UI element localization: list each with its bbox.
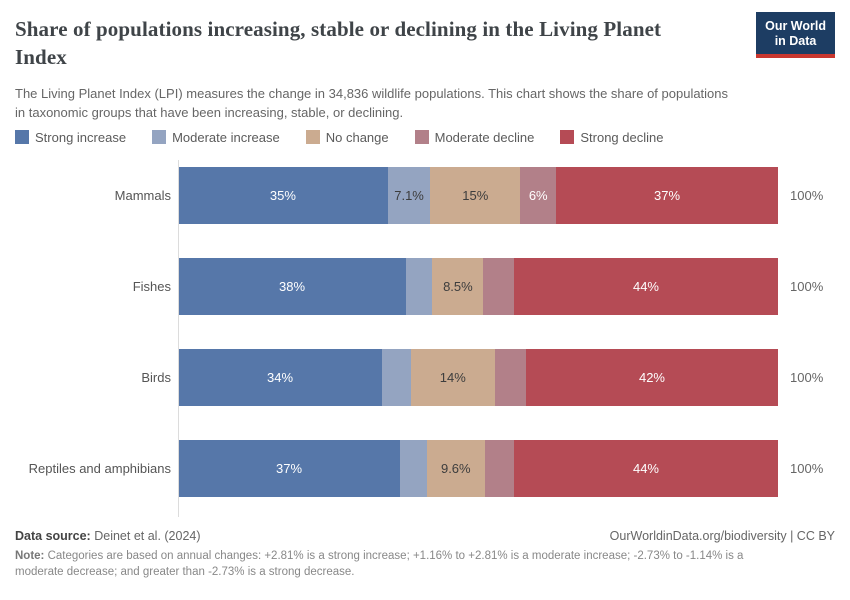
legend-swatch bbox=[414, 130, 429, 144]
bar-row: Fishes 38% 8.5% 44% 100% bbox=[15, 258, 835, 315]
legend-item: No change bbox=[305, 129, 389, 145]
segment-value-label: 38% bbox=[278, 279, 306, 294]
category-label: Reptiles and amphibians bbox=[28, 461, 171, 476]
category-label: Fishes bbox=[132, 279, 171, 294]
category-label: Birds bbox=[141, 370, 171, 385]
bar-segment: 9.6% bbox=[427, 440, 485, 497]
bar-segment: 7.1% bbox=[387, 167, 431, 224]
stacked-bar: 34% 14% 42% bbox=[178, 349, 778, 406]
stacked-bar-chart: Mammals 35% 7.1% 15% 6% 37% 100% Fishes 38% 8.5% 4… bbox=[15, 160, 835, 517]
legend-label: No change bbox=[325, 129, 389, 145]
chart-subtitle: The Living Planet Index (LPI) measures t… bbox=[15, 86, 729, 120]
bar-segment bbox=[400, 440, 427, 497]
y-axis-line bbox=[178, 160, 179, 517]
legend-swatch bbox=[15, 130, 29, 144]
segment-value-label: 7.1% bbox=[394, 188, 424, 203]
stacked-bar: 35% 7.1% 15% 6% 37% bbox=[178, 167, 778, 224]
segment-value-label: 8.5% bbox=[443, 279, 473, 294]
bar-segment: 38% bbox=[178, 258, 406, 315]
bar-segment: 15% bbox=[430, 167, 521, 224]
bar-row: Mammals 35% 7.1% 15% 6% 37% 100% bbox=[15, 167, 835, 224]
chart-note-text: Categories are based on annual changes: … bbox=[15, 550, 744, 578]
segment-value-label: 35% bbox=[269, 188, 296, 203]
legend-label: Strong increase bbox=[35, 129, 127, 145]
segment-value-label: 44% bbox=[632, 279, 659, 294]
segment-value-label: 37% bbox=[275, 461, 303, 476]
stacked-bar: 37% 9.6% 44% bbox=[178, 440, 778, 497]
chart-note: Note: Categories are based on annual cha… bbox=[15, 549, 785, 580]
bar-row: Reptiles and amphibians 37% 9.6% 44% 100% bbox=[15, 440, 835, 497]
bar-segment: 34% bbox=[178, 349, 382, 406]
legend-swatch bbox=[560, 130, 575, 144]
chart-footer: Data source: Deinet et al. (2024) OurWor… bbox=[15, 529, 835, 580]
legend: Strong increase Moderate increase No chang… bbox=[15, 129, 835, 145]
legend-label: Moderate increase bbox=[172, 129, 280, 145]
bar-segment: 37% bbox=[178, 440, 400, 497]
segment-value-label: 9.6% bbox=[440, 461, 471, 476]
page-title: Share of populations increasing, stable … bbox=[15, 17, 662, 69]
total-label: 100% bbox=[790, 370, 824, 385]
bar-segment: 44% bbox=[513, 258, 778, 315]
segment-value-label: 37% bbox=[654, 188, 681, 203]
segment-value-label: 42% bbox=[638, 370, 665, 385]
bar-row: Birds 34% 14% 42% 100% bbox=[15, 349, 835, 406]
bar-segment: 35% bbox=[178, 167, 388, 224]
bar-segment: 44% bbox=[513, 440, 778, 497]
bar-segment: 8.5% bbox=[432, 258, 484, 315]
bar-segment bbox=[483, 258, 514, 315]
bar-segment bbox=[484, 440, 514, 497]
bar-segment: 6% bbox=[520, 167, 557, 224]
legend-item: Strong decline bbox=[560, 130, 663, 145]
stacked-bar: 38% 8.5% 44% bbox=[178, 258, 778, 315]
segment-value-label: 14% bbox=[439, 370, 466, 385]
owid-license-link[interactable]: OurWorldinData.org/biodiversity | CC BY bbox=[609, 529, 835, 543]
chart-note-label: Note: bbox=[15, 550, 45, 562]
legend-swatch bbox=[305, 130, 320, 144]
bar-segment bbox=[382, 349, 411, 406]
legend-swatch bbox=[152, 130, 167, 144]
segment-value-label: 44% bbox=[632, 461, 659, 476]
bar-segment: 14% bbox=[410, 349, 495, 406]
legend-label: Moderate decline bbox=[434, 129, 535, 145]
total-label: 100% bbox=[790, 461, 824, 476]
owid-logo-line2: in Data bbox=[774, 34, 817, 48]
segment-value-label: 15% bbox=[462, 188, 489, 203]
legend-item: Moderate increase bbox=[152, 130, 280, 145]
legend-item: Moderate decline bbox=[414, 129, 535, 145]
data-source: Data source: Deinet et al. (2024) bbox=[15, 529, 201, 543]
owid-logo[interactable]: Our World in Data bbox=[756, 12, 835, 58]
segment-value-label: 6% bbox=[528, 188, 548, 203]
legend-label: Strong decline bbox=[580, 129, 664, 145]
segment-value-label: 34% bbox=[266, 370, 294, 385]
owid-logo-line1: Our World bbox=[765, 19, 826, 33]
legend-item: Strong increase bbox=[15, 130, 126, 145]
total-label: 100% bbox=[790, 188, 824, 203]
total-label: 100% bbox=[790, 279, 824, 294]
category-label: Mammals bbox=[114, 188, 171, 203]
bar-segment bbox=[406, 258, 433, 315]
data-source-value: Deinet et al. (2024) bbox=[94, 529, 201, 543]
bar-segment: 37% bbox=[556, 167, 778, 224]
bar-segment bbox=[494, 349, 526, 406]
data-source-label: Data source: bbox=[15, 529, 91, 543]
bar-segment: 42% bbox=[525, 349, 778, 406]
